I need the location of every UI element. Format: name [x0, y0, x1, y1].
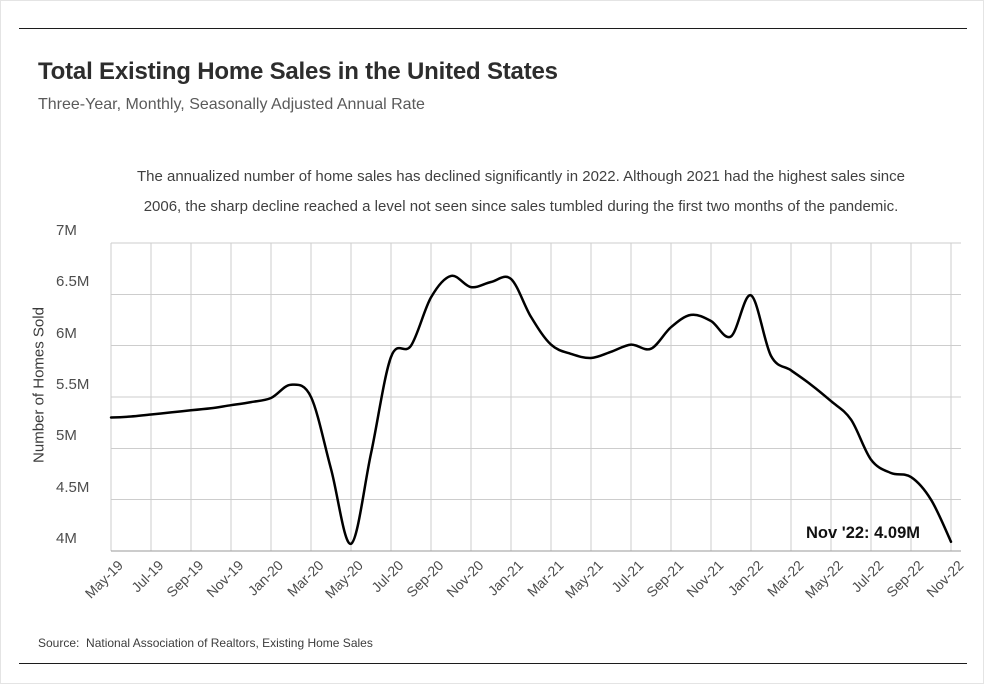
y-tick-label: 7M — [56, 222, 77, 239]
y-tick-label: 6.5M — [56, 273, 90, 291]
y-tick-label: 5M — [56, 427, 77, 445]
chart-annotation: The annualized number of home sales has … — [101, 162, 941, 222]
source-note: Source: National Association of Realtors… — [38, 636, 373, 650]
y-tick-label: 6M — [56, 324, 77, 342]
annotation-line-1: The annualized number of home sales has … — [136, 168, 905, 185]
sales-line — [109, 274, 953, 546]
top-divider — [19, 28, 967, 29]
chart-title: Total Existing Home Sales in the United … — [38, 58, 558, 85]
gridlines — [110, 242, 961, 552]
sales-line-series — [109, 274, 953, 546]
chart-subtitle: Three-Year, Monthly, Seasonally Adjusted… — [38, 96, 425, 113]
bottom-divider — [19, 663, 967, 664]
annotation-line-2: 2006, the sharp decline reached a level … — [143, 198, 899, 215]
y-tick-label: 4M — [56, 530, 77, 547]
y-tick-label: 5.5M — [56, 376, 90, 393]
end-value-label: Nov '22: 4.09M — [806, 524, 920, 542]
y-tick-label: 4.5M — [56, 478, 90, 496]
